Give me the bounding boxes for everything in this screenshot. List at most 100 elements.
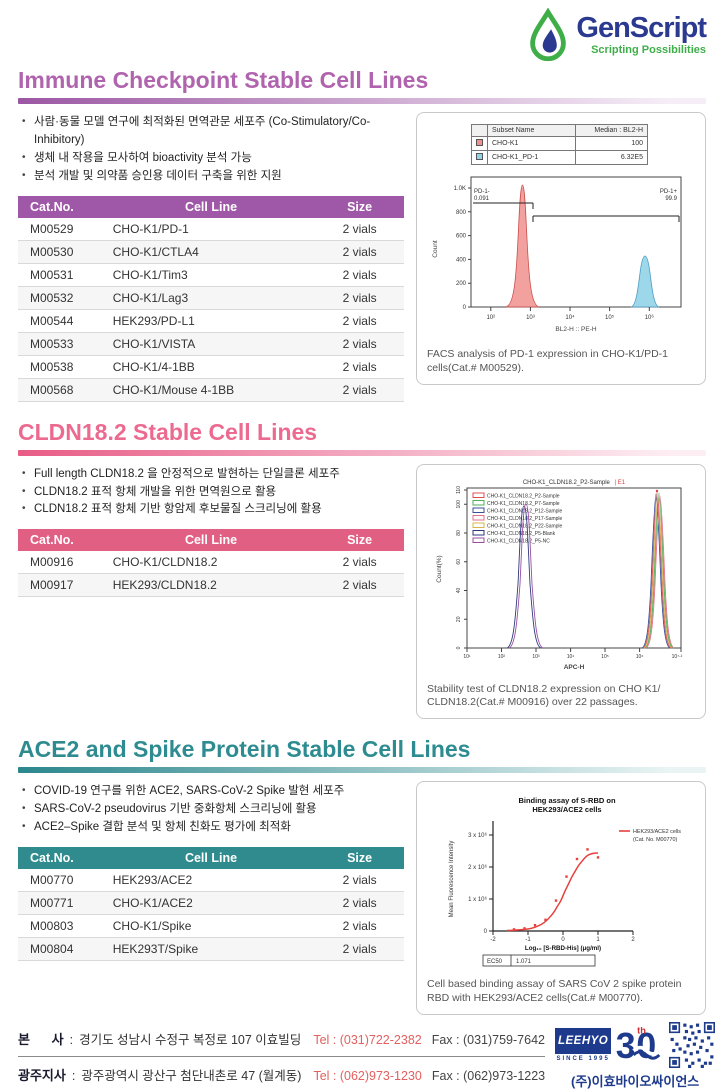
cell-line: HEK293/PD-L1 [106, 309, 316, 333]
legend-median-header: Median : BL2-H [575, 124, 648, 138]
cell-size: 2 vials [315, 309, 404, 333]
cell-size: 2 vials [315, 937, 404, 961]
table-row: M00771 CHO-K1/ACE2 2 vials [18, 891, 404, 915]
cell-size: 2 vials [315, 868, 404, 892]
x-tick: 10⁵ [605, 314, 615, 321]
gate-positive [532, 215, 680, 223]
bullet-item: 분석 개발 및 의약품 승인용 데이터 구축을 위한 지원 [20, 168, 404, 186]
legend-text-line2: (Cat. No. M00770) [633, 837, 678, 843]
office-address: 광주광역시 광산구 첨단내촌로 47 (월계동) [81, 1068, 302, 1083]
col-header-catno: Cat.No. [18, 195, 107, 218]
table-header-row: Cat.No. Cell Line Size [18, 529, 404, 552]
section-title: ACE2 and Spike Protein Stable Cell Lines [18, 736, 471, 763]
x-axis-label: APC-H [564, 664, 585, 671]
section-cldn18-2: CLDN18.2 Stable Cell Lines Full length C… [18, 414, 706, 720]
x-tick: 10⁴ [565, 314, 575, 321]
x-tick: -2 [490, 937, 496, 943]
cell-line: CHO-K1/Lag3 [106, 286, 316, 310]
legend-entry: CHO-K1_CLDN18.2_P5-NC [487, 538, 550, 544]
leehyo-logo: LEEHYO SINCE 1995 [555, 1028, 612, 1062]
y-axis-label: Count(%) [436, 555, 443, 582]
figure-card-cldn18-stability: CHO-K1_CLDN18.2_P2-Sample | E1 CHO-K1_CL… [416, 463, 706, 720]
ec50-table: EC50 1.071 [482, 955, 596, 967]
x-axis-ticks [466, 647, 682, 652]
y-tick: 3 x 10⁶ [468, 832, 487, 839]
x-axis-label: BL2-H :: PE-H [555, 326, 596, 333]
table-row: M00916 CHO-K1/CLDN18.2 2 vials [18, 551, 404, 575]
y-axis-ticks [464, 489, 467, 649]
office-tel: Tel : (062)973-1230 [313, 1068, 422, 1083]
x-tick: -1 [525, 937, 531, 943]
x-tick: 10² [486, 315, 495, 321]
chart-title-suffix: | E1 [615, 480, 626, 486]
gate-negative [473, 202, 534, 210]
cell-catno: M00533 [18, 332, 107, 356]
section-underline [18, 98, 706, 105]
table-row: M00529 CHO-K1/PD-1 2 vials [18, 217, 404, 241]
office-fax: Fax : (062)973-1223 [431, 1068, 546, 1083]
logo-row: LEEHYO SINCE 1995 3 0 th [555, 1022, 716, 1069]
cell-catno: M00529 [18, 217, 107, 241]
x-tick: 2 [631, 937, 635, 943]
p12-peak [641, 493, 671, 649]
x-axis-label: Log₁₀ [S-RBD-His] (μg/ml) [525, 945, 601, 952]
y-tick: 0 [463, 305, 467, 311]
binding-curve [506, 852, 599, 932]
x-tick: 10⁵ [601, 654, 609, 660]
bullet-text: 생체 내 작용을 모사하여 bioactivity 분석 가능 [34, 151, 252, 164]
cell-line: CHO-K1/Tim3 [106, 263, 316, 287]
bullet-list: Full length CLDN18.2 을 안정적으로 발현하는 단일클론 세… [20, 466, 404, 519]
cell-line: CHO-K1/Mouse 4-1BB [106, 378, 316, 402]
office-label: 본 사 [18, 1031, 64, 1047]
table-row: M00803 CHO-K1/Spike 2 vials [18, 914, 404, 938]
section-title: CLDN18.2 Stable Cell Lines [18, 418, 318, 445]
cell-catno: M00538 [18, 355, 107, 379]
cell-catno: M00804 [18, 937, 107, 961]
nc-peak [508, 503, 544, 649]
cell-line: CHO-K1/ACE2 [106, 891, 316, 915]
footer-row-headquarters: 본 사 : 경기도 성남시 수정구 복정로 107 이효빌딩 Tel : (03… [18, 1021, 545, 1056]
cell-size: 2 vials [315, 573, 404, 598]
table-row: M00804 HEK293T/Spike 2 vials [18, 937, 404, 961]
col-header-catno: Cat.No. [18, 529, 107, 552]
cell-line-table: Cat.No. Cell Line Size M00770 HEK293/ACE2… [18, 846, 404, 961]
x-axis-ticks [492, 931, 634, 936]
table-header-row: Cat.No. Cell Line Size [18, 846, 404, 869]
cell-size: 2 vials [315, 332, 404, 356]
cell-catno: M00532 [18, 286, 107, 310]
legend-entry: CHO-K1_CLDN18.2_P2-Sample [487, 493, 560, 499]
legend-header-row: Subset Name Median : BL2-H [471, 124, 648, 138]
legend-entry: CHO-K1_CLDN18.2_P7-Sample [487, 501, 560, 507]
flyer-page: GenScript Scripting Possibilities Immune… [0, 0, 720, 1040]
bullet-text: 사람·동물 모델 연구에 최적화된 면역관문 세포주 (Co-Stimulato… [34, 116, 371, 147]
table-row: M00531 CHO-K1/Tim3 2 vials [18, 263, 404, 287]
y-tick: 110 [456, 486, 462, 494]
legend-entry: CHO-K1_CLDN18.2_P22-Sample [487, 523, 563, 529]
table-row: M00530 CHO-K1/CTLA4 2 vials [18, 240, 404, 264]
table-row: M00544 HEK293/PD-L1 2 vials [18, 309, 404, 333]
cell-catno: M00917 [18, 573, 107, 598]
legend-row: CHO-K1 100 [471, 136, 648, 152]
bullet-text: CLDN18.2 표적 항체 개발을 위한 면역원으로 활용 [34, 485, 277, 498]
x-tick: 1 [596, 937, 600, 943]
cell-size: 2 vials [315, 217, 404, 241]
cell-size: 2 vials [315, 551, 404, 575]
cldn18-overlay-histogram-plot: CHO-K1_CLDN18.2_P2-Sample | E1 CHO-K1_CL… [436, 480, 683, 671]
x-tick: 10² [498, 654, 506, 660]
facs-legend-table: Subset Name Median : BL2-H CHO-K1 100 CH… [471, 124, 648, 166]
bullet-item: CLDN18.2 표적 항체 기반 항암제 후보물질 스크리닝에 활용 [20, 501, 404, 519]
legend-entry: CHO-K1_CLDN18.2_P5-Blank [487, 531, 556, 537]
x-tick: 10⁶ [645, 314, 655, 321]
genscript-logo: GenScript Scripting Possibilities [526, 8, 707, 62]
footer-addresses: 본 사 : 경기도 성남시 수정구 복정로 107 이효빌딩 Tel : (03… [18, 1021, 546, 1092]
cell-size: 2 vials [315, 378, 404, 402]
legend-median: 100 [575, 136, 648, 152]
cell-line: HEK293/ACE2 [106, 868, 316, 892]
logo-tagline: Scripting Possibilities [591, 44, 706, 56]
p17-peak [645, 495, 675, 649]
cho-k1-peak [505, 184, 540, 308]
red-swatch-icon [476, 139, 483, 147]
y-tick: 60 [456, 559, 462, 565]
section-immune-checkpoint: Immune Checkpoint Stable Cell Lines 사람·동… [18, 62, 706, 402]
cell-line: CHO-K1/Spike [106, 914, 316, 938]
